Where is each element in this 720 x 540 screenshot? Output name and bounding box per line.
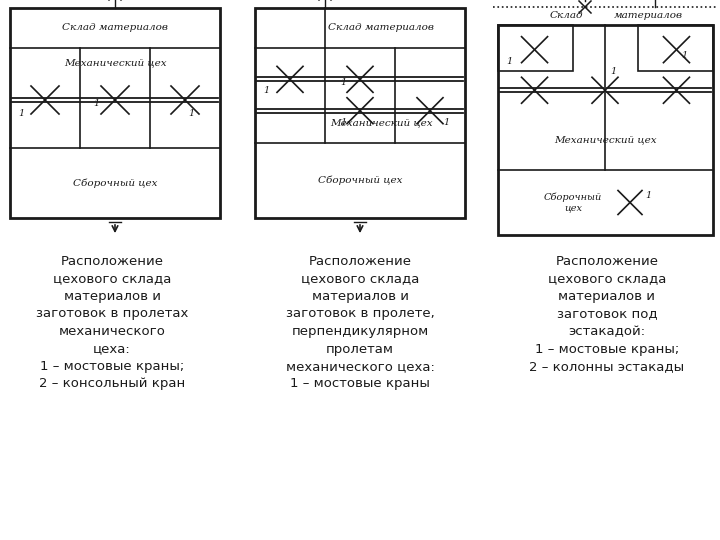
Text: Сборочный цех: Сборочный цех bbox=[73, 178, 157, 188]
Text: 1: 1 bbox=[340, 78, 346, 87]
Text: Механический цех: Механический цех bbox=[63, 58, 166, 68]
Bar bbox=[10, 8, 220, 218]
Text: 1: 1 bbox=[340, 118, 346, 127]
Text: Склад материалов: Склад материалов bbox=[62, 24, 168, 32]
Text: 1: 1 bbox=[506, 57, 512, 66]
Bar bbox=[498, 25, 713, 235]
Text: 1: 1 bbox=[443, 118, 449, 127]
Text: Расположение
цехового склада
материалов и
заготовок в пролетах
механического
цех: Расположение цехового склада материалов … bbox=[36, 255, 188, 390]
Bar bbox=[255, 8, 465, 218]
Text: Сборочный цех: Сборочный цех bbox=[318, 176, 402, 185]
Text: 1: 1 bbox=[681, 51, 688, 59]
Text: 1: 1 bbox=[93, 99, 99, 108]
Text: 1: 1 bbox=[610, 68, 616, 76]
Text: 1: 1 bbox=[645, 191, 652, 199]
Text: Склад: Склад bbox=[550, 11, 584, 21]
Text: Расположение
цехового склада
материалов и
заготовок в пролете,
перпендикулярном
: Расположение цехового склада материалов … bbox=[286, 255, 434, 390]
Text: 1: 1 bbox=[263, 86, 269, 96]
Text: Сборочный
цех: Сборочный цех bbox=[544, 193, 603, 212]
Bar bbox=[498, 25, 573, 71]
Text: Склад материалов: Склад материалов bbox=[328, 24, 434, 32]
Text: материалов: материалов bbox=[614, 11, 683, 21]
Text: Механический цех: Механический цех bbox=[330, 118, 432, 127]
Text: Механический цех: Механический цех bbox=[554, 136, 657, 145]
Bar bbox=[638, 25, 713, 71]
Text: 1: 1 bbox=[188, 109, 194, 118]
Text: 1: 1 bbox=[18, 109, 24, 118]
Text: Расположение
цехового склада
материалов и
заготовок под
эстакадой:
1 – мостовые : Расположение цехового склада материалов … bbox=[529, 255, 685, 373]
